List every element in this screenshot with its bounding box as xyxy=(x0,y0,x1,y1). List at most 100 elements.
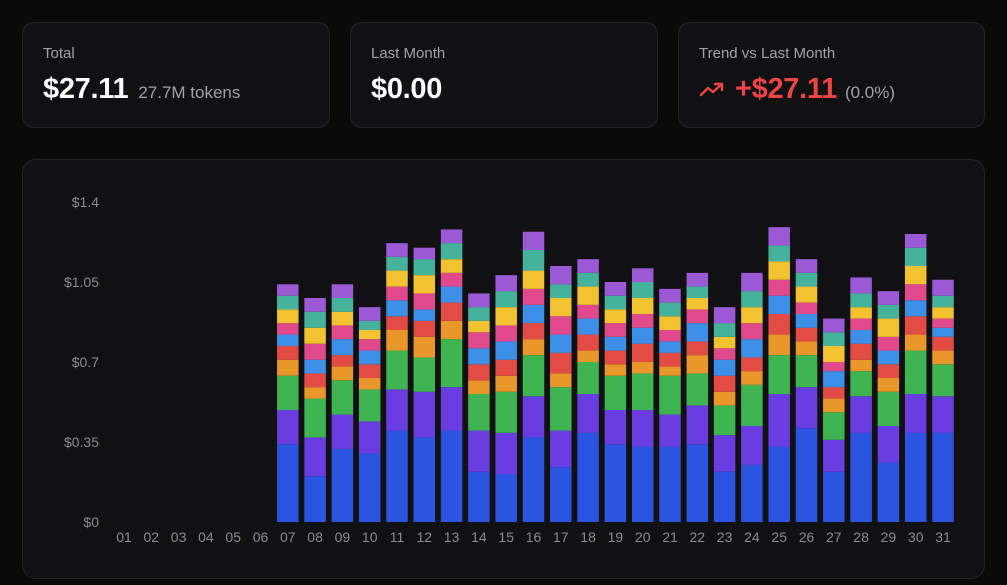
x-tick-label: 04 xyxy=(198,529,214,545)
bar-segment-30-4 xyxy=(904,334,927,351)
bar-segment-27-7 xyxy=(823,362,845,372)
bar-segment-23-6 xyxy=(713,359,736,376)
bar-segment-17-2 xyxy=(550,430,572,468)
x-tick-label: 21 xyxy=(662,529,678,545)
y-tick-label: $1.4 xyxy=(72,194,99,210)
bar-segment-14-5 xyxy=(468,364,490,381)
bar-segment-14-4 xyxy=(468,380,490,394)
x-tick-label: 18 xyxy=(580,529,596,545)
bar-segment-22-6 xyxy=(686,323,709,342)
trending-up-icon xyxy=(699,82,724,96)
bar-segment-27-10 xyxy=(823,318,845,333)
bar-segment-31-10 xyxy=(932,279,954,296)
bar-segment-31-8 xyxy=(932,307,954,319)
bar-segment-12-7 xyxy=(413,293,436,310)
bar-segment-26-10 xyxy=(795,259,818,273)
bar-segment-29-8 xyxy=(877,318,900,337)
bar-segment-23-3 xyxy=(713,405,736,436)
bar-segment-11-5 xyxy=(386,316,408,330)
daily-cost-chart-panel: $0 $0.35 $0.7 $1.05 $1.4 01 02 03 04 05 06 07 08 09 10… xyxy=(22,159,985,579)
bar-segment-09-6 xyxy=(331,339,354,356)
bar-segment-26-6 xyxy=(795,314,818,328)
bar-segment-26-5 xyxy=(795,327,818,342)
x-tick-label: 12 xyxy=(417,529,433,545)
bar-segment-25-4 xyxy=(768,334,790,356)
bar-segment-14-8 xyxy=(468,320,490,333)
bar-segment-31-7 xyxy=(932,318,954,328)
bar-segment-15-5 xyxy=(495,359,517,376)
bar-segment-23-10 xyxy=(713,307,736,324)
bar-segment-23-7 xyxy=(713,348,736,360)
bar-segment-13-8 xyxy=(440,259,463,273)
bar-segment-08-6 xyxy=(304,359,326,374)
bar-segment-27-4 xyxy=(823,398,845,413)
bar-segment-16-5 xyxy=(522,323,545,340)
bar-segment-28-5 xyxy=(850,343,872,360)
bar-segment-17-7 xyxy=(550,316,572,335)
bar-segment-30-8 xyxy=(904,266,927,285)
bar-segment-18-1 xyxy=(577,432,599,522)
x-tick-label: 26 xyxy=(799,529,815,545)
x-tick-label: 31 xyxy=(935,529,951,545)
trend-label: Trend vs Last Month xyxy=(699,45,836,62)
bar-segment-21-8 xyxy=(659,316,681,330)
bar-segment-14-1 xyxy=(468,471,490,522)
x-tick-label: 20 xyxy=(635,529,651,545)
bar-segment-24-7 xyxy=(741,323,763,340)
bar-segment-29-7 xyxy=(877,336,900,351)
bar-segment-19-3 xyxy=(604,375,627,410)
bar-segment-07-4 xyxy=(277,359,299,376)
bar-segment-18-8 xyxy=(577,286,599,305)
bar-segment-26-3 xyxy=(795,355,818,388)
bar-segment-12-5 xyxy=(413,320,436,337)
total-value: $27.11 xyxy=(43,73,129,105)
bar-segment-07-8 xyxy=(277,309,299,324)
bar-segment-09-7 xyxy=(331,325,354,340)
x-tick-label: 02 xyxy=(144,529,160,545)
bar-segment-15-6 xyxy=(495,341,517,360)
bar-segment-29-3 xyxy=(877,391,900,426)
bar-segment-11-7 xyxy=(386,286,408,301)
bar-segment-11-8 xyxy=(386,270,408,287)
bar-segment-16-7 xyxy=(522,288,545,305)
bar-segment-21-7 xyxy=(659,330,681,342)
bar-segment-27-2 xyxy=(823,439,845,472)
bar-segment-12-6 xyxy=(413,309,436,321)
bar-segment-19-4 xyxy=(604,364,627,376)
bar-segment-29-2 xyxy=(877,426,900,463)
bar-segment-25-1 xyxy=(768,446,790,522)
bar-segment-14-10 xyxy=(468,293,490,308)
x-tick-label: 15 xyxy=(498,529,514,545)
bar-segment-31-2 xyxy=(932,396,954,433)
bar-segment-20-5 xyxy=(631,343,654,362)
bar-segment-30-7 xyxy=(904,284,927,301)
bar-segment-20-8 xyxy=(631,298,654,314)
bar-segment-31-1 xyxy=(932,432,954,522)
bar-segment-15-7 xyxy=(495,325,517,342)
x-tick-label: 05 xyxy=(225,529,241,545)
bar-segment-24-3 xyxy=(741,384,763,426)
bar-segment-16-6 xyxy=(522,304,545,324)
bar-segment-22-9 xyxy=(686,286,709,298)
bar-segment-18-2 xyxy=(577,394,599,433)
bar-segment-24-10 xyxy=(741,272,763,292)
bar-segment-21-4 xyxy=(659,366,681,376)
bar-segment-21-10 xyxy=(659,288,681,303)
bar-segment-23-9 xyxy=(713,323,736,337)
bar-segment-15-9 xyxy=(495,291,517,308)
bar-segment-21-9 xyxy=(659,302,681,317)
bar-segment-25-5 xyxy=(768,314,790,335)
bar-segment-27-3 xyxy=(823,412,845,440)
bar-segment-21-2 xyxy=(659,414,681,447)
bar-segment-25-6 xyxy=(768,295,790,314)
bar-segment-16-2 xyxy=(522,396,545,438)
bar-segment-30-10 xyxy=(904,234,927,248)
bar-segment-30-6 xyxy=(904,300,927,317)
x-tick-label: 03 xyxy=(171,529,187,545)
bar-segment-11-6 xyxy=(386,300,408,317)
bar-segment-08-9 xyxy=(304,311,326,328)
bar-segment-08-7 xyxy=(304,343,326,360)
bar-segment-20-4 xyxy=(631,362,654,374)
bar-segment-26-1 xyxy=(795,428,818,522)
total-tokens: 27.7M tokens xyxy=(138,83,241,102)
